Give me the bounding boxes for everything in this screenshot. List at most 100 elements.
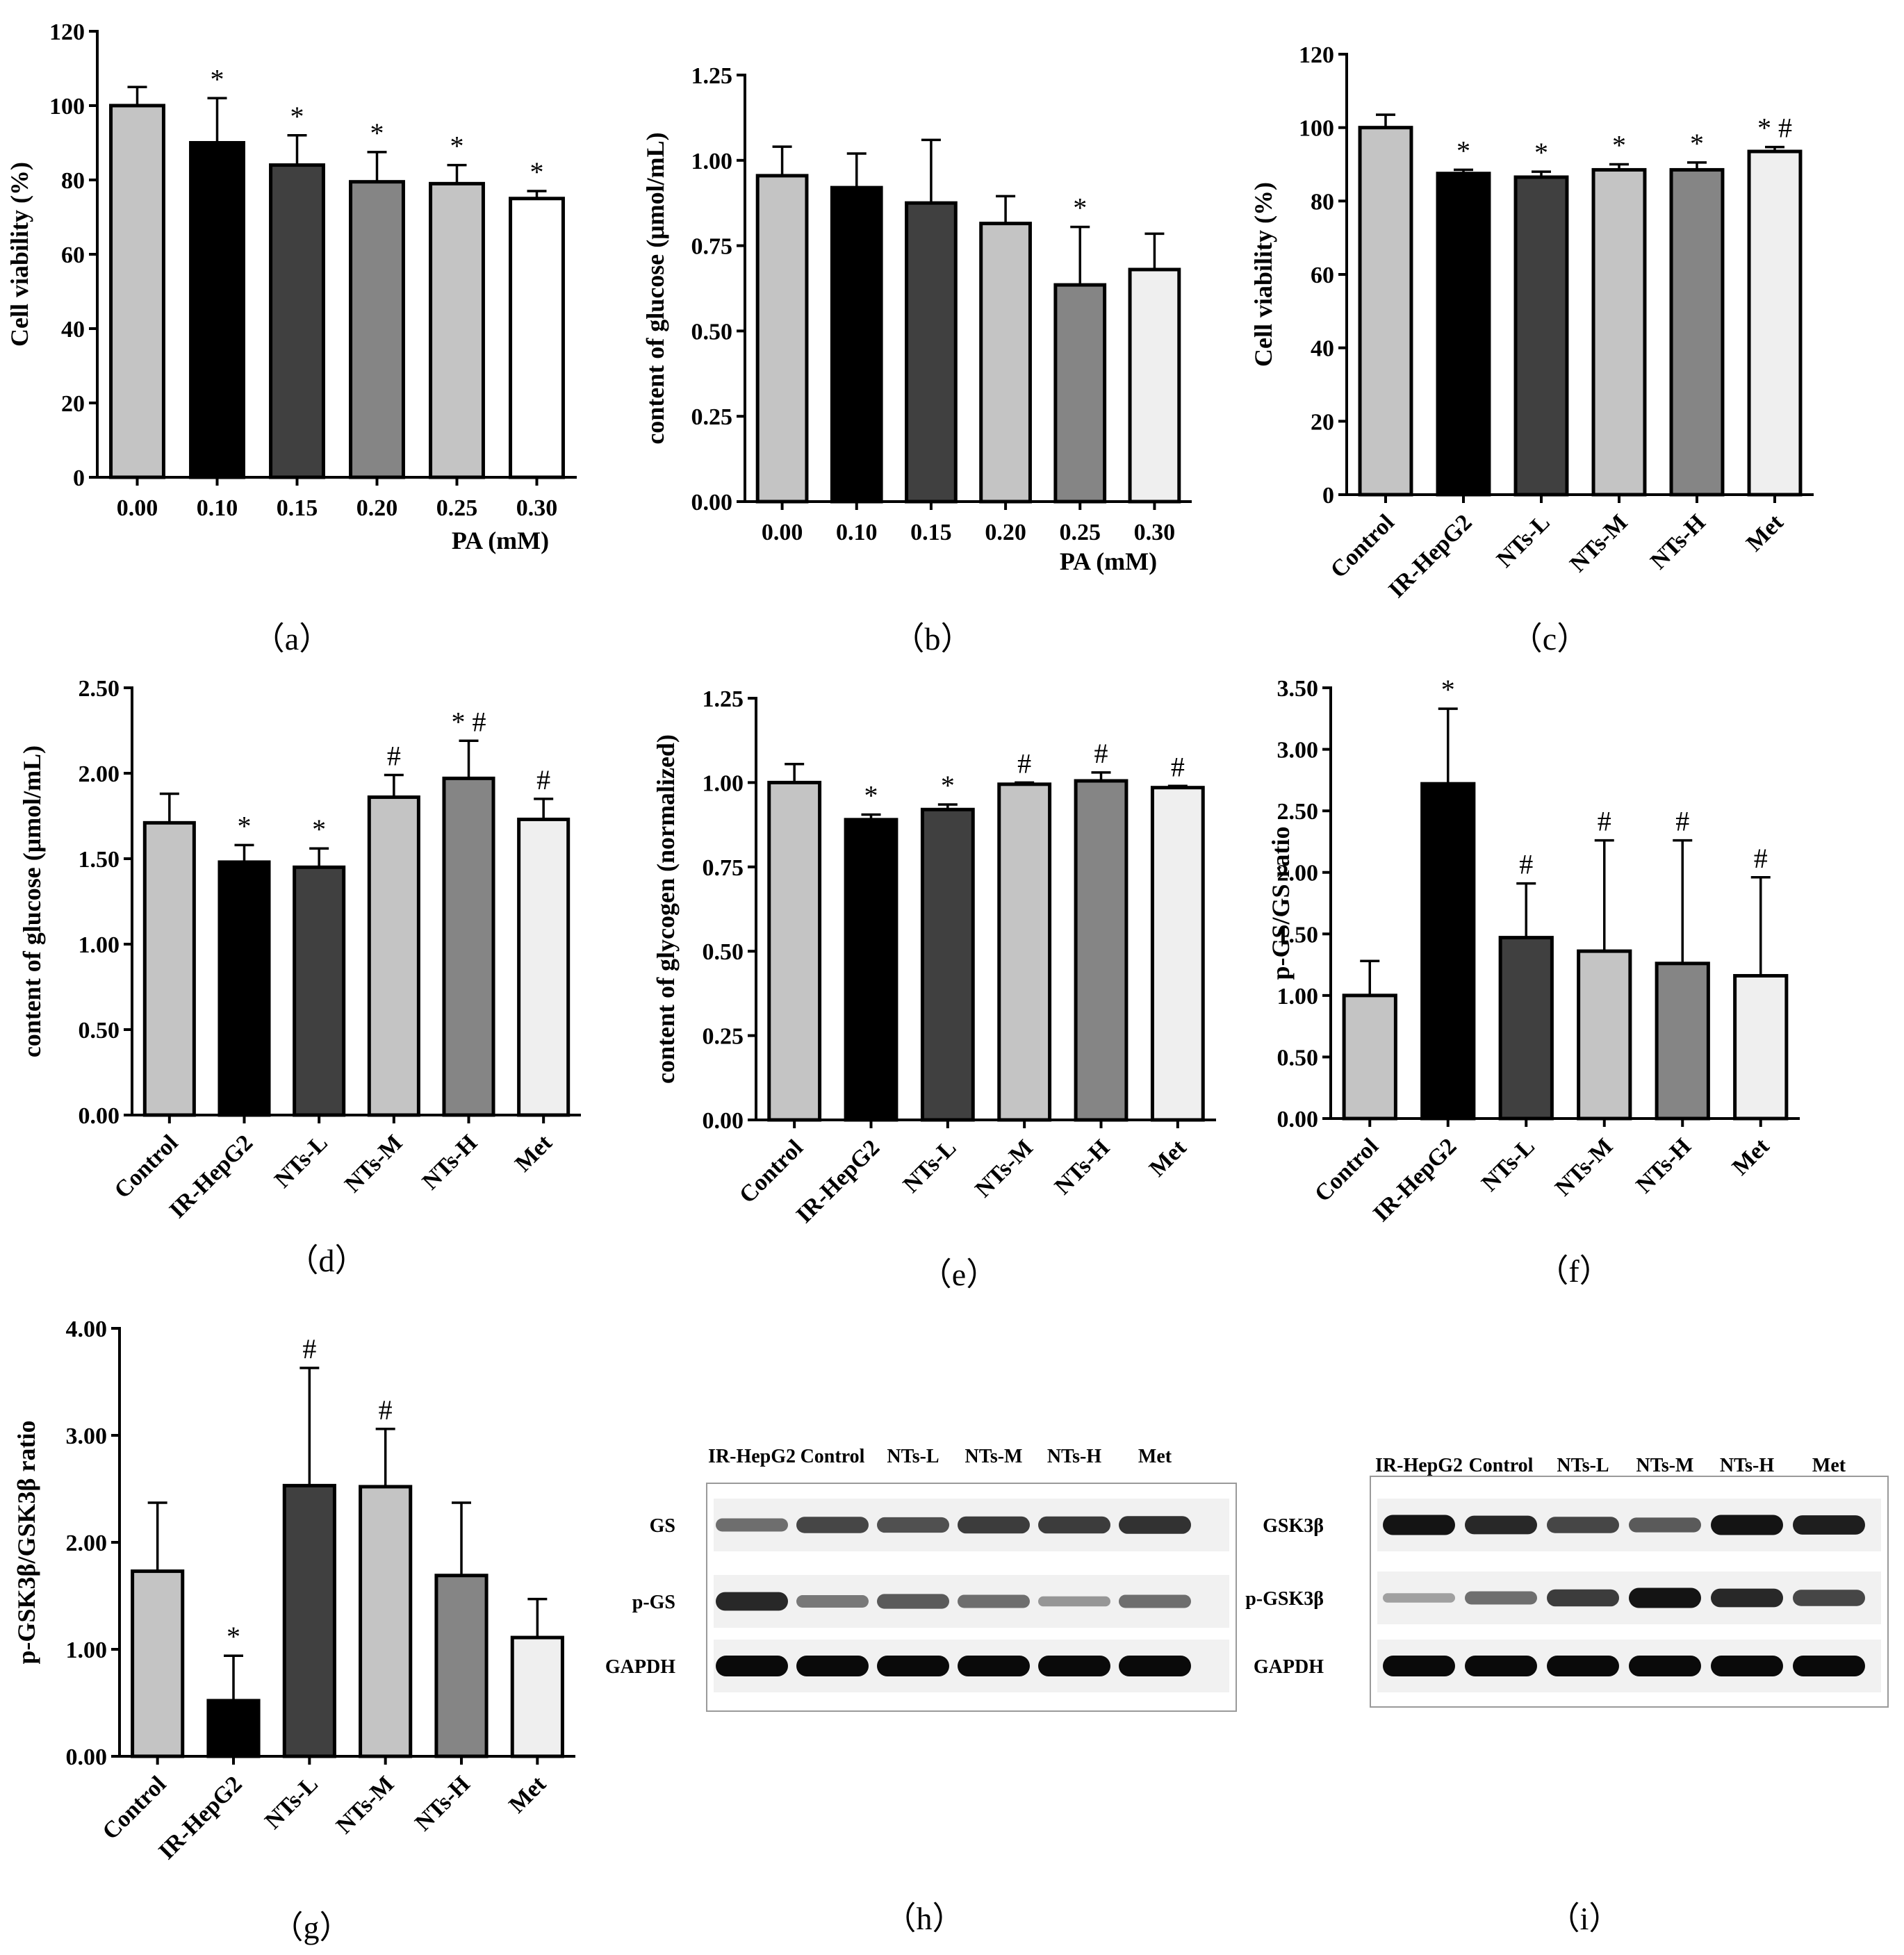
bar-IR-HepG2 [1436,172,1491,497]
blot-band [716,1656,788,1676]
bar-Control [1342,993,1397,1121]
bar-IR-HepG2 [1420,782,1476,1121]
blot-band [1629,1656,1701,1676]
significance-mark: * [211,63,224,94]
y-axis-label: Cell viability (%) [1249,182,1277,367]
y-tick-label: 40 [61,317,85,343]
blot-band [1629,1517,1701,1533]
y-axis-label: content of glycogen (normalized) [652,734,680,1084]
x-tick-label: NTs-L [260,1771,323,1834]
y-axis-label: content of glucose (μmol/mL) [18,745,46,1057]
x-tick-label: NTs-M [970,1135,1037,1202]
significance-mark: # [1519,849,1533,880]
chart-f: 0.00 0.50 1.00 1.50 2.00 2.50 3.00 3.50 p-GS/GS … [1267,674,1800,1289]
bar-0.25 [1053,283,1107,504]
significance-mark: * [1456,135,1470,166]
bar-NTs-L [920,807,975,1122]
x-tick-label: NTs-L [898,1135,962,1198]
x-tick-label: IR-HepG2 [154,1771,247,1864]
x-tick-label: NTs-M [331,1771,399,1838]
panel-label: （f） [1536,1253,1611,1289]
bar-Control [131,1569,185,1758]
panel-label: （a） [253,621,331,657]
y-tick-label: 0.50 [79,1018,120,1044]
blot-band [1119,1594,1191,1608]
bar-NTs-L [293,865,346,1117]
y-tick-label: 1.00 [79,932,120,958]
bar-0.10 [189,141,245,479]
blot-band [1793,1515,1865,1535]
y-tick-label: 0.75 [691,234,733,260]
bar-NTs-H [1074,779,1129,1122]
x-tick-label: Control [97,1771,171,1845]
chart-e: 0.00 0.25 0.50 0.75 1.00 1.25 content of glyco… [652,686,1216,1292]
blot-band [1547,1656,1619,1676]
bar-0.25 [429,181,485,479]
chart-d: 0.00 0.50 1.00 1.50 2.00 2.50 content of gluco… [18,676,581,1278]
significance-mark: # [1675,806,1689,837]
bar-NTs-M [367,795,420,1117]
x-tick-label: Control [110,1130,183,1203]
blot-row-label: GS [650,1515,675,1537]
significance-mark: * # [452,706,486,737]
y-tick-label: 0 [1322,483,1334,509]
blot-band [958,1516,1030,1534]
bar-NTs-M [997,782,1052,1122]
significance-mark: * [370,117,384,149]
blot-band [1711,1588,1783,1608]
blot-band [958,1594,1030,1608]
y-tick-label: 2.00 [66,1531,108,1556]
blot-band [877,1517,949,1533]
x-tick-label: NTs-L [1492,509,1555,572]
blot-band [1465,1591,1537,1605]
lane-label: NTs-M [1636,1455,1694,1476]
y-tick-label: 60 [61,242,85,268]
blot-band [1547,1589,1619,1607]
y-tick-label: 3.00 [1277,738,1319,764]
y-tick-label: 2.00 [1277,861,1319,886]
blot-band [1038,1516,1110,1534]
blot-band [716,1518,788,1532]
blot-i: IR-HepG2 Control NTs-L NTs-M NTs-H Met GSK3β p-… [1245,1455,1889,1936]
x-tick-label: Met [1727,1133,1775,1180]
blot-band [716,1592,788,1611]
significance-mark: * [312,814,326,845]
blot-row-label: p-GS [632,1592,675,1613]
y-tick-label: 0.00 [79,1103,120,1129]
bar-NTs-L [1498,936,1554,1121]
y-tick-label: 1.00 [691,149,733,174]
chart-g: 0.00 1.00 2.00 3.00 4.00 p-GSK3β/GSK3β ratio C… [13,1317,575,1945]
blot-row-label: GAPDH [605,1656,675,1678]
x-tick-label: 0.25 [1060,520,1101,545]
bar-NTs-H [1655,962,1710,1121]
significance-mark: # [536,764,550,795]
blot-row-label: GSK3β [1263,1515,1324,1537]
x-tick-label: 0.15 [910,520,952,545]
y-axis-label: content of glucose (μmol/mL) [641,132,669,444]
y-tick-label: 80 [61,168,85,194]
x-tick-label: NTs-H [1646,509,1710,574]
bar-Met [1733,974,1789,1121]
panel-label: （e） [920,1257,998,1292]
bar-Met [517,817,571,1117]
significance-mark: # [387,740,401,771]
bar-0.00 [755,174,809,504]
bar-0.20 [979,222,1032,504]
blot-band [1038,1596,1110,1607]
lane-label: NTs-H [1047,1446,1102,1467]
y-tick-label: 40 [1311,336,1334,362]
x-tick-label: IR-HepG2 [1384,509,1477,602]
lane-label: Met [1138,1446,1172,1467]
significance-mark: # [302,1333,316,1364]
y-tick-label: 1.00 [1277,984,1319,1009]
x-tick-label: Met [504,1771,551,1818]
blot-band [1711,1656,1783,1676]
x-axis-label: PA (mM) [1060,547,1157,575]
x-tick-label: NTs-L [270,1130,333,1193]
significance-mark: * [1690,128,1704,159]
bar-0.30 [1128,267,1181,504]
blot-h: IR-HepG2 Control NTs-L NTs-M NTs-H Met GS p-GS G… [605,1446,1237,1936]
lane-label: NTs-L [1557,1455,1609,1476]
significance-mark: # [1094,738,1108,769]
x-tick-label: NTs-H [1050,1135,1115,1199]
